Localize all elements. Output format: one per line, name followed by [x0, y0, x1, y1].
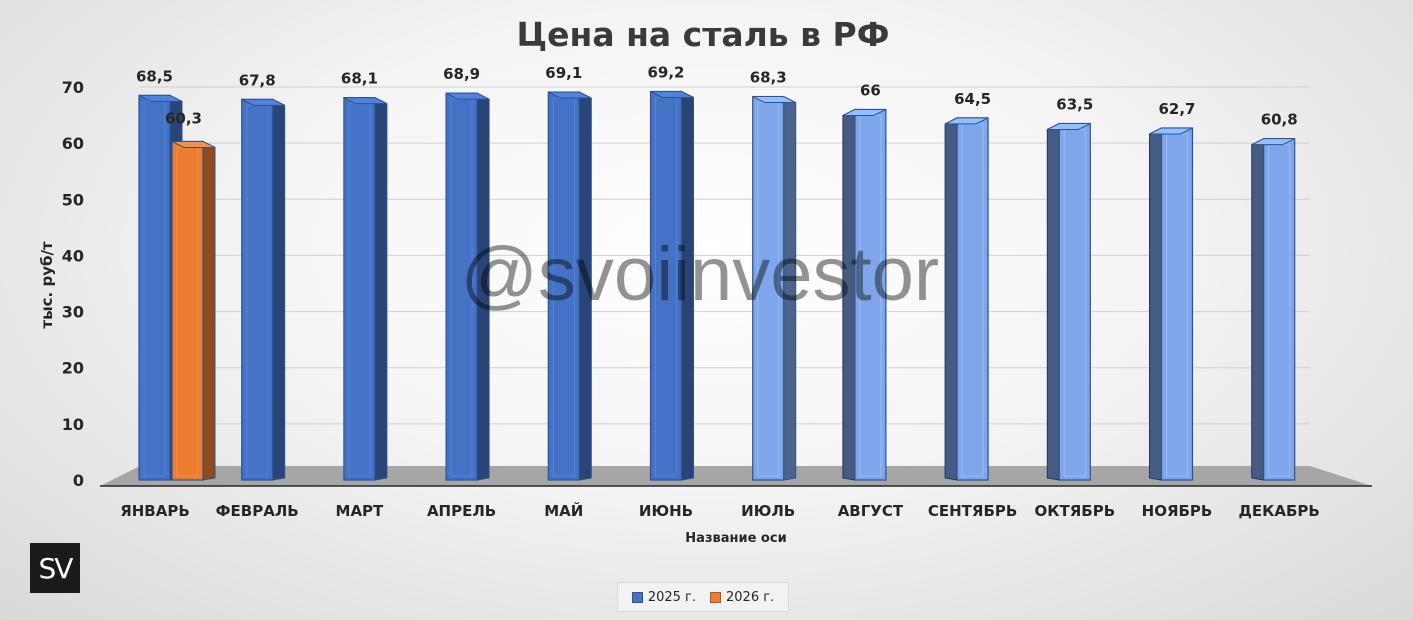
x-category-label: ЯНВАРЬ [120, 502, 190, 520]
x-category-label: АВГУСТ [838, 502, 904, 520]
data-label: 62,7 [1158, 100, 1195, 118]
legend: 2025 г. 2026 г. [617, 582, 789, 612]
x-category-label: ДЕКАБРЬ [1239, 502, 1320, 520]
bar-4 [445, 92, 490, 481]
bar-10 [1046, 122, 1091, 481]
chart-title: Цена на сталь в РФ [517, 15, 890, 54]
sv-logo: SV [30, 543, 80, 593]
y-tick-label: 50 [62, 190, 84, 209]
data-label: 67,8 [239, 71, 276, 89]
x-axis-categories: ЯНВАРЬ ФЕВРАЛЬ МАРТ АПРЕЛЬ МАЙ ИЮНЬ ИЮЛЬ АВГУСТ… [120, 501, 1320, 520]
x-category-label: СЕНТЯБРЬ [928, 502, 1017, 520]
bar-6 [649, 90, 694, 481]
y-tick-label: 20 [62, 359, 84, 378]
y-tick-label: 70 [62, 78, 84, 97]
data-label: 69,2 [647, 63, 684, 81]
data-label: 69,1 [545, 64, 582, 82]
data-label: 68,5 [136, 67, 173, 85]
data-label: 68,1 [341, 70, 378, 88]
legend-label-2026: 2026 г. [726, 589, 775, 605]
y-tick-label: 30 [62, 303, 84, 322]
bar-7 [752, 95, 797, 481]
data-label-2026: 60,3 [165, 109, 202, 127]
x-axis-title: Название оси [685, 531, 786, 546]
x-category-label: МАЙ [544, 501, 583, 520]
bars [138, 90, 1296, 481]
data-label: 63,5 [1056, 95, 1093, 113]
legend-item-2026: 2026 г. [710, 590, 774, 605]
gridlines [100, 86, 1372, 487]
x-category-label: ИЮЛЬ [741, 502, 795, 520]
x-category-label: АПРЕЛЬ [427, 502, 496, 520]
y-tick-label: 60 [62, 134, 84, 153]
data-label: 60,8 [1261, 111, 1298, 129]
y-axis-title: тыс. руб/т [38, 241, 56, 329]
data-label: 66 [860, 81, 881, 99]
y-tick-label: 0 [73, 471, 84, 490]
bar-8 [842, 108, 887, 481]
y-tick-label: 40 [62, 246, 84, 265]
bar-2 [241, 98, 286, 481]
bar-3 [343, 96, 388, 481]
data-labels: 68,5 60,3 67,8 68,1 68,9 69,1 69,2 68,3 66 64,5 63… [136, 63, 1298, 128]
bar-5 [547, 91, 592, 481]
x-category-label: ИЮНЬ [639, 502, 693, 520]
data-label: 68,9 [443, 65, 480, 83]
data-label: 64,5 [954, 90, 991, 108]
x-category-label: НОЯБРЬ [1142, 502, 1213, 520]
x-category-label: МАРТ [336, 502, 385, 520]
legend-swatch-2025 [631, 591, 643, 603]
legend-item-2025: 2025 г. [631, 589, 696, 605]
legend-label-2025: 2025 г. [647, 589, 696, 605]
bar-9 [944, 117, 989, 481]
data-label: 68,3 [750, 69, 787, 87]
x-category-label: ОКТЯБРЬ [1034, 502, 1115, 520]
bar-2026-1 [171, 140, 216, 481]
legend-swatch-2026 [710, 591, 721, 603]
x-category-label: ФЕВРАЛЬ [216, 502, 299, 520]
bar-12 [1251, 137, 1296, 481]
y-axis-ticks: 0 10 20 30 40 50 60 70 [62, 78, 84, 490]
bar-11 [1149, 127, 1194, 481]
watermark: @svoiinvestor [461, 232, 939, 317]
y-tick-label: 10 [62, 415, 84, 434]
